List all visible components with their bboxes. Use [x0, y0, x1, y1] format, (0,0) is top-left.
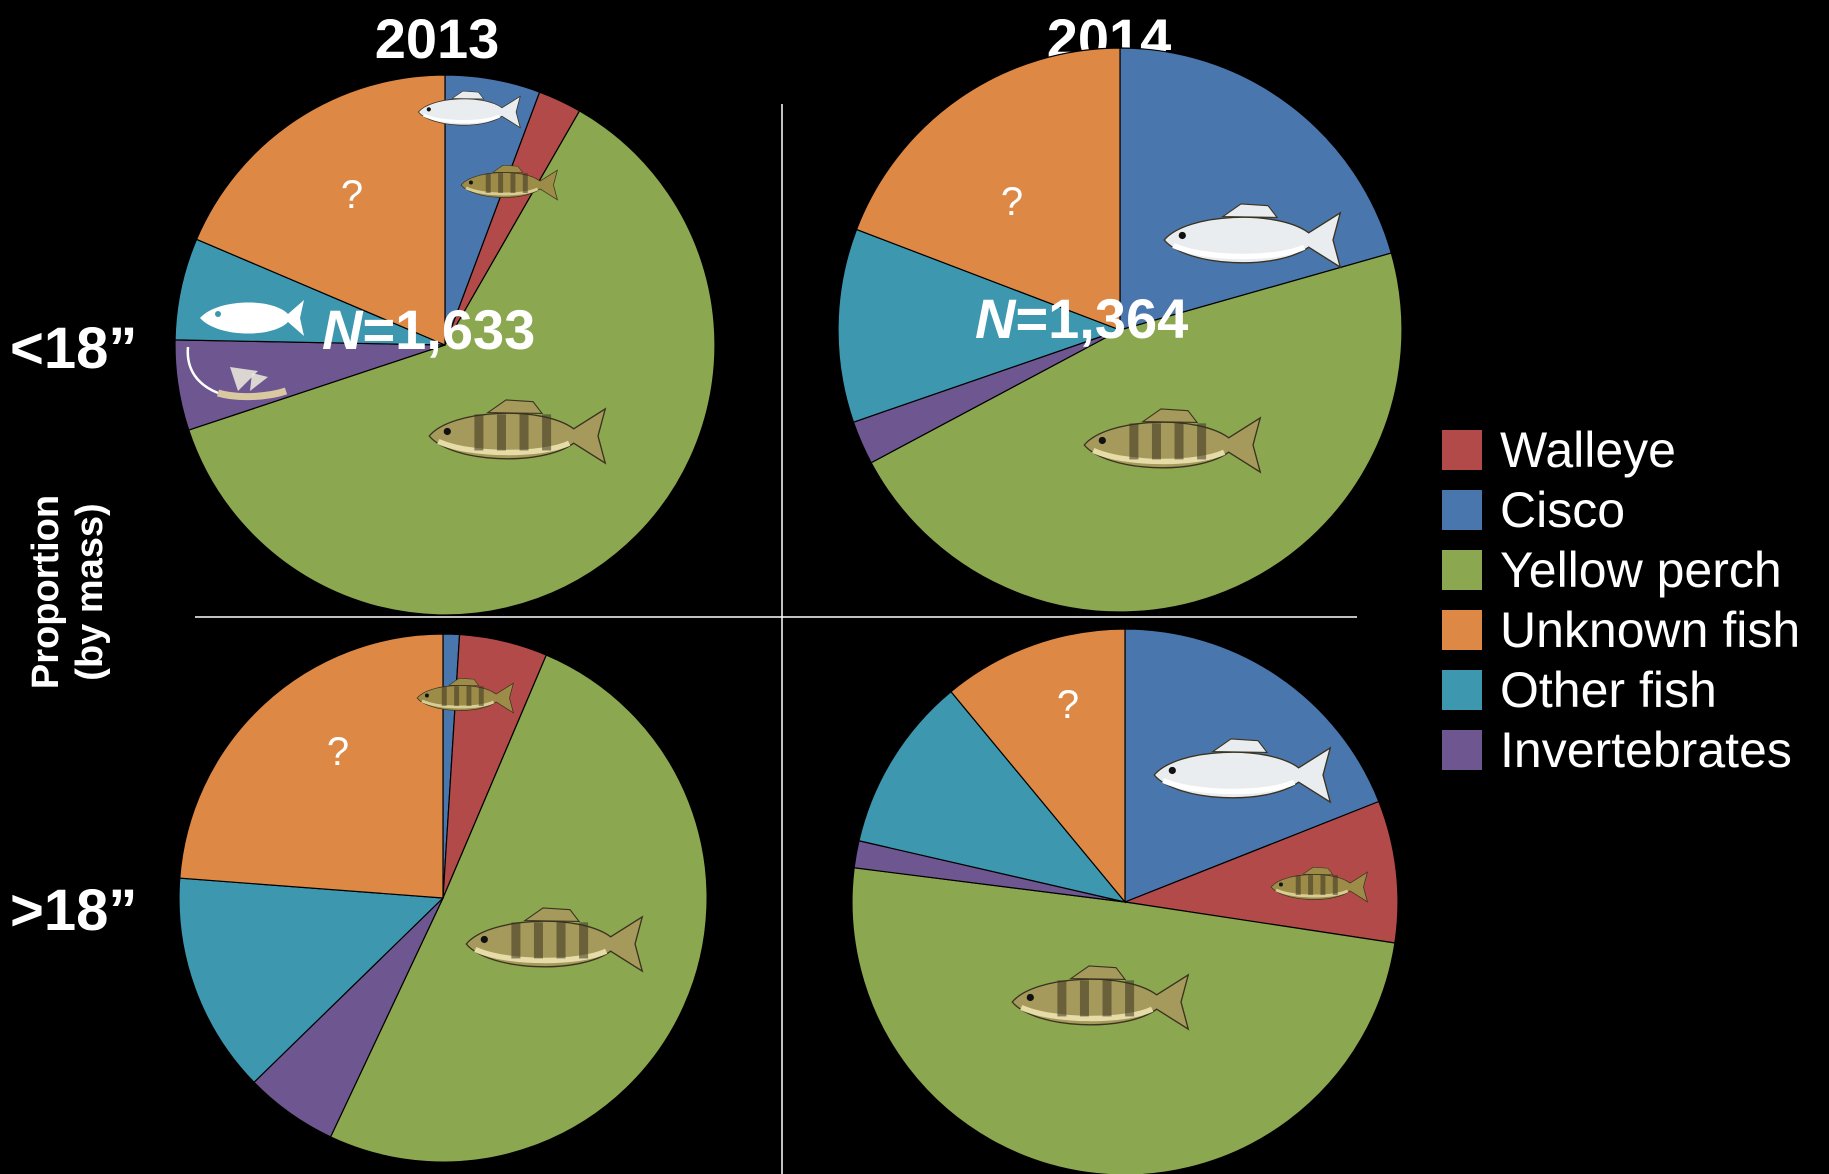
- slice-yellow-perch: [329, 654, 708, 1163]
- sample-size-label: N=1,633: [322, 298, 535, 361]
- slice-other-fish: [858, 690, 1127, 903]
- slice-other-fish: [837, 228, 1122, 423]
- legend-item-cisco: Cisco: [1442, 482, 1625, 538]
- yellow-perch-icon: [1011, 965, 1190, 1031]
- unknown-fish-mark: ?: [327, 730, 349, 774]
- yellow-perch-icon: [465, 907, 644, 973]
- cisco-icon: [417, 90, 521, 129]
- legend-label-yellow-perch: Yellow perch: [1500, 542, 1782, 598]
- mayfly-icon: [186, 346, 288, 401]
- legend-item-yellow-perch: Yellow perch: [1442, 542, 1782, 598]
- slice-unknown-fish: [179, 633, 444, 899]
- yellow-perch-icon: [428, 399, 607, 465]
- legend-item-walleye: Walleye: [1442, 422, 1676, 478]
- legend-label-other-fish: Other fish: [1500, 662, 1717, 718]
- sample-size-label: N=1,364: [975, 287, 1188, 350]
- pie-2014-over-18: ?: [851, 628, 1399, 1174]
- legend-label-invertebrates: Invertebrates: [1500, 722, 1792, 778]
- legend-label-walleye: Walleye: [1500, 422, 1676, 478]
- pie-2013-under-18: ? N=1,633: [174, 74, 716, 616]
- legend-item-unknown-fish: Unknown fish: [1442, 602, 1800, 658]
- row-label-large: >18”: [10, 878, 137, 943]
- cisco-icon: [1163, 203, 1342, 269]
- slice-yellow-perch: [187, 110, 716, 616]
- legend-item-other-fish: Other fish: [1442, 662, 1717, 718]
- slice-unknown-fish: [195, 74, 446, 346]
- unknown-fish-mark: ?: [341, 173, 363, 217]
- legend-swatch-other-fish: [1442, 670, 1482, 710]
- pie-2013-over-18: ?: [178, 633, 708, 1163]
- legend-label-cisco: Cisco: [1500, 482, 1625, 538]
- slice-cisco: [1119, 47, 1393, 331]
- legend-swatch-unknown-fish: [1442, 610, 1482, 650]
- unknown-fish-mark: ?: [1057, 683, 1079, 727]
- y-axis-label-line1: Proportion: [25, 495, 67, 689]
- legend-swatch-invertebrates: [1442, 730, 1482, 770]
- walleye-icon: [416, 677, 515, 714]
- slice-walleye: [1122, 800, 1399, 944]
- other-fish-icon: [200, 300, 304, 336]
- legend-swatch-walleye: [1442, 430, 1482, 470]
- y-axis-label-line2: (by mass): [69, 503, 111, 680]
- slice-other-fish: [178, 877, 445, 1084]
- legend-swatch-cisco: [1442, 490, 1482, 530]
- legend-label-unknown-fish: Unknown fish: [1500, 602, 1800, 658]
- walleye-icon: [1270, 866, 1369, 903]
- walleye-icon: [460, 164, 559, 201]
- slice-unknown-fish: [855, 47, 1121, 331]
- legend-swatch-yellow-perch: [1442, 550, 1482, 590]
- cisco-icon: [1153, 738, 1332, 804]
- legend-item-invertebrates: Invertebrates: [1442, 722, 1792, 778]
- unknown-fish-mark: ?: [1001, 180, 1023, 224]
- pie-2014-under-18: ? N=1,364: [837, 47, 1403, 613]
- y-axis-label: Proportion (by mass): [25, 495, 111, 689]
- column-title-2013: 2013: [375, 7, 500, 70]
- slice-unknown-fish: [950, 628, 1126, 904]
- yellow-perch-icon: [1083, 408, 1262, 474]
- row-label-small: <18”: [10, 316, 137, 381]
